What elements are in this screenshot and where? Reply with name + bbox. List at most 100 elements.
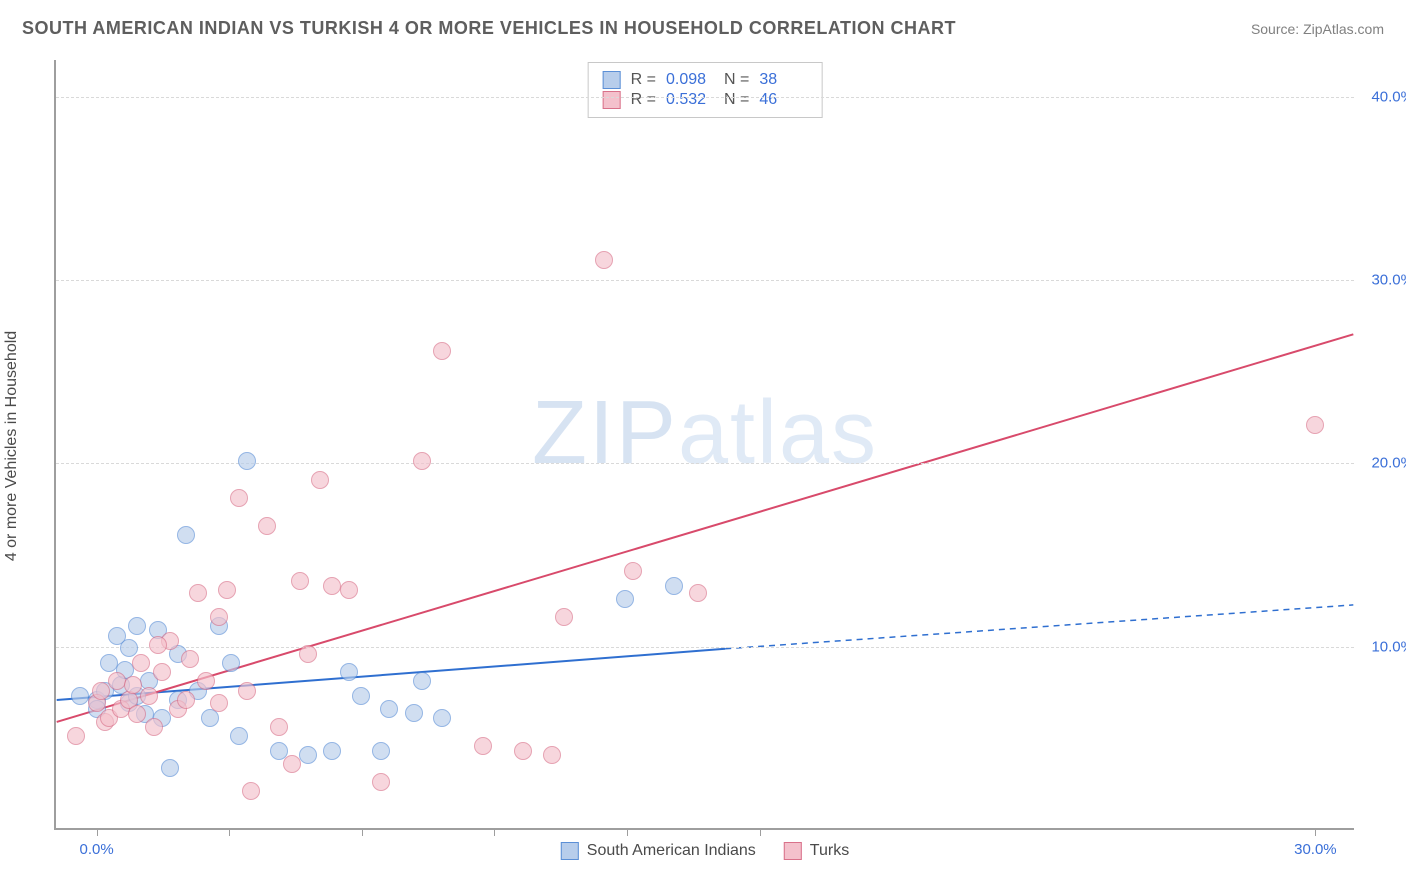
scatter-point-turks (283, 755, 301, 773)
legend-item-sai[interactable]: South American Indians (561, 842, 756, 860)
scatter-point-turks (270, 718, 288, 736)
scatter-point-turks (543, 746, 561, 764)
source-attribution: Source: ZipAtlas.com (1251, 21, 1384, 37)
chart-title: SOUTH AMERICAN INDIAN VS TURKISH 4 OR MO… (22, 18, 956, 39)
n-label: N = (724, 91, 749, 109)
scatter-point-turks (258, 517, 276, 535)
stats-swatch-turks (603, 91, 621, 109)
scatter-point-turks (181, 650, 199, 668)
scatter-point-sai (128, 617, 146, 635)
scatter-point-turks (555, 608, 573, 626)
scatter-point-turks (92, 682, 110, 700)
scatter-point-sai (433, 709, 451, 727)
scatter-point-sai (222, 654, 240, 672)
scatter-point-turks (299, 645, 317, 663)
scatter-point-turks (218, 581, 236, 599)
x-tick (362, 828, 363, 836)
y-tick-label: 10.0% (1359, 638, 1406, 655)
scatter-point-turks (128, 705, 146, 723)
scatter-point-sai (177, 526, 195, 544)
scatter-point-turks (177, 691, 195, 709)
legend-swatch-turks (784, 842, 802, 860)
scatter-point-sai (616, 590, 634, 608)
stats-row-sai: R = 0.098 N = 38 (603, 71, 808, 89)
scatter-point-sai (380, 700, 398, 718)
scatter-point-sai (161, 759, 179, 777)
n-value-turks: 46 (759, 91, 807, 109)
legend-label-turks: Turks (810, 842, 849, 860)
scatter-point-turks (689, 584, 707, 602)
scatter-point-turks (624, 562, 642, 580)
scatter-point-turks (433, 342, 451, 360)
scatter-point-sai (405, 704, 423, 722)
x-tick (229, 828, 230, 836)
gridline-h (56, 97, 1354, 98)
gridline-h (56, 280, 1354, 281)
x-tick (1315, 828, 1316, 836)
r-value-turks: 0.532 (666, 91, 714, 109)
x-tick-label: 0.0% (80, 841, 114, 858)
x-tick (760, 828, 761, 836)
source-prefix: Source: (1251, 21, 1303, 37)
scatter-point-sai (665, 577, 683, 595)
scatter-point-turks (149, 636, 167, 654)
scatter-point-turks (311, 471, 329, 489)
scatter-point-turks (132, 654, 150, 672)
n-value-sai: 38 (759, 71, 807, 89)
scatter-point-turks (197, 672, 215, 690)
scatter-point-turks (189, 584, 207, 602)
stats-swatch-sai (603, 71, 621, 89)
scatter-point-sai (299, 746, 317, 764)
x-tick (627, 828, 628, 836)
plot-area: ZIPatlas R =0.098N =38R =0.532N =46 Sout… (54, 60, 1354, 830)
scatter-point-turks (140, 687, 158, 705)
gridline-h (56, 647, 1354, 648)
scatter-point-turks (514, 742, 532, 760)
x-tick (494, 828, 495, 836)
scatter-point-turks (1306, 416, 1324, 434)
scatter-point-turks (474, 737, 492, 755)
scatter-point-turks (210, 694, 228, 712)
scatter-point-sai (413, 672, 431, 690)
scatter-point-turks (210, 608, 228, 626)
x-tick (97, 828, 98, 836)
scatter-point-sai (230, 727, 248, 745)
scatter-point-turks (291, 572, 309, 590)
stats-row-turks: R =0.532N =46 (603, 91, 808, 109)
y-tick-label: 20.0% (1359, 455, 1406, 472)
scatter-point-turks (340, 581, 358, 599)
scatter-point-turks (242, 782, 260, 800)
scatter-point-sai (238, 452, 256, 470)
chart-header: SOUTH AMERICAN INDIAN VS TURKISH 4 OR MO… (22, 18, 1384, 39)
scatter-point-turks (67, 727, 85, 745)
scatter-point-sai (372, 742, 390, 760)
y-tick-label: 30.0% (1359, 272, 1406, 289)
scatter-point-sai (352, 687, 370, 705)
scatter-point-turks (323, 577, 341, 595)
scatter-point-turks (230, 489, 248, 507)
legend: South American Indians Turks (561, 842, 849, 860)
legend-label-sai: South American Indians (587, 842, 756, 860)
y-axis-label: 4 or more Vehicles in Household (3, 331, 21, 561)
y-tick-label: 40.0% (1359, 88, 1406, 105)
x-tick-label: 30.0% (1294, 841, 1337, 858)
scatter-point-turks (145, 718, 163, 736)
scatter-point-turks (108, 672, 126, 690)
scatter-point-sai (340, 663, 358, 681)
trendline-ext-sai (725, 605, 1353, 649)
r-label: R = (631, 71, 656, 89)
scatter-point-turks (372, 773, 390, 791)
correlation-stats-box: R = 0.098 N = 38R = 0.532 N = 46 (588, 62, 823, 118)
source-link[interactable]: ZipAtlas.com (1303, 21, 1384, 37)
legend-swatch-sai (561, 842, 579, 860)
legend-item-turks[interactable]: Turks (784, 842, 849, 860)
r-value-sai: 0.098 (666, 71, 714, 89)
trend-lines-layer (56, 60, 1354, 828)
scatter-point-turks (153, 663, 171, 681)
scatter-point-turks (413, 452, 431, 470)
trendline-turks (57, 334, 1354, 722)
n-label: N = (724, 71, 749, 89)
scatter-point-sai (323, 742, 341, 760)
scatter-point-turks (595, 251, 613, 269)
scatter-point-turks (124, 676, 142, 694)
